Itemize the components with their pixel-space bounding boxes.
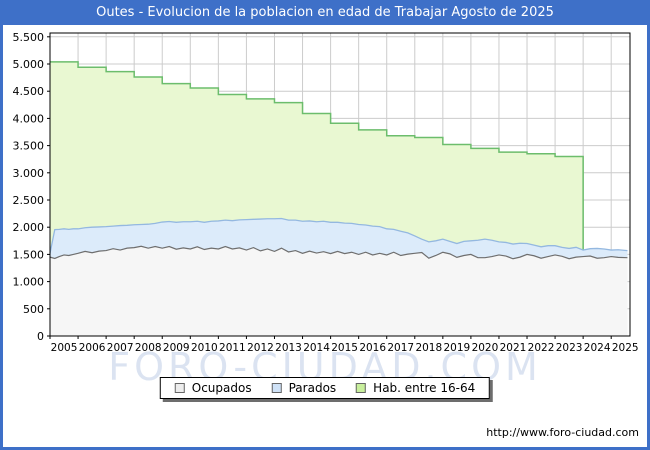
svg-text:2008: 2008 — [135, 342, 162, 354]
population-area-chart: 0 500 1.000 1.500 2.000 2.500 3.000 3.500 4.000 4… — [13, 31, 639, 354]
svg-text:5.000: 5.000 — [13, 58, 45, 71]
legend-label-ocupados: Ocupados — [191, 381, 252, 395]
svg-text:2020: 2020 — [472, 342, 499, 354]
svg-text:2011: 2011 — [219, 342, 246, 354]
svg-text:2012: 2012 — [247, 342, 274, 354]
hab-16-64-swatch-icon — [356, 383, 367, 393]
svg-text:2017: 2017 — [387, 342, 414, 354]
title-bar: Outes - Evolucion de la poblacion en eda… — [0, 0, 650, 25]
svg-text:2005: 2005 — [51, 342, 78, 354]
svg-text:2018: 2018 — [415, 342, 442, 354]
svg-text:2023: 2023 — [556, 342, 583, 354]
svg-text:2013: 2013 — [275, 342, 302, 354]
ocupados-swatch-icon — [174, 383, 185, 393]
svg-text:2015: 2015 — [331, 342, 358, 354]
svg-text:2025: 2025 — [612, 342, 639, 354]
svg-text:3.000: 3.000 — [13, 167, 45, 180]
legend-label-hab-16-64: Hab. entre 16-64 — [373, 381, 476, 395]
legend-item-parados: Parados — [271, 381, 337, 395]
footer-url: http://www.foro-ciudad.com — [486, 426, 639, 439]
chart-canvas: FORO-CIUDAD.COM 0 500 1.000 1.500 2.000 2.500… — [3, 25, 647, 447]
svg-text:4.000: 4.000 — [13, 112, 45, 125]
svg-text:2021: 2021 — [500, 342, 527, 354]
legend-label-parados: Parados — [288, 381, 337, 395]
svg-text:2010: 2010 — [191, 342, 218, 354]
svg-text:3.500: 3.500 — [13, 140, 45, 153]
svg-text:2009: 2009 — [163, 342, 190, 354]
svg-text:2.500: 2.500 — [13, 194, 45, 207]
svg-text:500: 500 — [23, 303, 44, 316]
svg-text:1.500: 1.500 — [13, 248, 45, 261]
svg-text:2.000: 2.000 — [13, 221, 45, 234]
svg-text:2022: 2022 — [528, 342, 555, 354]
svg-text:2014: 2014 — [303, 342, 330, 354]
svg-text:2007: 2007 — [107, 342, 134, 354]
svg-text:5.500: 5.500 — [13, 31, 45, 44]
parados-swatch-icon — [271, 383, 282, 393]
svg-text:2016: 2016 — [359, 342, 386, 354]
svg-text:1.000: 1.000 — [13, 276, 45, 289]
svg-text:0: 0 — [37, 330, 44, 343]
svg-text:2019: 2019 — [444, 342, 471, 354]
legend-item-hab-16-64: Hab. entre 16-64 — [356, 381, 475, 395]
svg-text:2006: 2006 — [79, 342, 106, 354]
legend: Ocupados Parados Hab. entre 16-64 — [159, 377, 491, 399]
svg-text:2024: 2024 — [584, 342, 611, 354]
legend-item-ocupados: Ocupados — [174, 381, 252, 395]
svg-text:4.500: 4.500 — [13, 85, 45, 98]
